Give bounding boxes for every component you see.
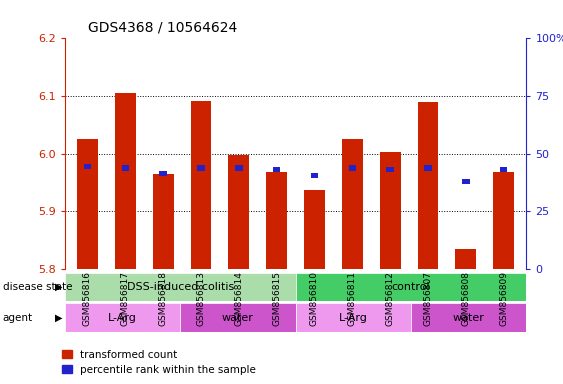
Text: GSM856817: GSM856817	[121, 271, 130, 326]
Text: GSM856813: GSM856813	[196, 271, 205, 326]
Bar	[311, 173, 318, 178]
Text: GSM856816: GSM856816	[83, 271, 92, 326]
Text: ▶: ▶	[55, 313, 62, 323]
Bar	[425, 166, 432, 170]
Bar	[235, 166, 243, 170]
Bar	[159, 170, 167, 176]
Text: GSM856811: GSM856811	[348, 271, 357, 326]
Text: water: water	[222, 313, 254, 323]
Text: GSM856808: GSM856808	[461, 271, 470, 326]
Bar	[65, 303, 180, 332]
Text: GSM856807: GSM856807	[423, 271, 432, 326]
Bar	[342, 139, 363, 269]
Bar	[304, 190, 325, 269]
Bar	[84, 164, 91, 169]
Bar	[455, 249, 476, 269]
Text: GSM856809: GSM856809	[499, 271, 508, 326]
Bar	[386, 167, 394, 172]
Text: disease state: disease state	[3, 282, 72, 292]
Text: water: water	[453, 313, 485, 323]
Legend: transformed count, percentile rank within the sample: transformed count, percentile rank withi…	[61, 350, 256, 375]
Bar	[296, 273, 526, 301]
Bar	[77, 139, 98, 269]
Bar	[190, 101, 211, 269]
Bar	[348, 166, 356, 170]
Text: ▶: ▶	[55, 282, 62, 292]
Text: L-Arg: L-Arg	[108, 313, 137, 323]
Bar	[65, 273, 296, 301]
Text: GDS4368 / 10564624: GDS4368 / 10564624	[88, 20, 237, 35]
Text: DSS-induced colitis: DSS-induced colitis	[127, 282, 234, 292]
Text: GSM856810: GSM856810	[310, 271, 319, 326]
Bar	[180, 303, 296, 332]
Bar	[462, 179, 470, 184]
Text: GSM856812: GSM856812	[386, 271, 395, 326]
Bar	[380, 152, 401, 269]
Text: L-Arg: L-Arg	[339, 313, 368, 323]
Bar	[500, 167, 507, 172]
Text: control: control	[392, 282, 430, 292]
Text: GSM856818: GSM856818	[159, 271, 168, 326]
Bar	[493, 172, 514, 269]
Text: agent: agent	[3, 313, 33, 323]
Bar	[266, 172, 287, 269]
Bar	[229, 155, 249, 269]
Bar	[296, 303, 411, 332]
Text: GSM856814: GSM856814	[234, 271, 243, 326]
Bar	[153, 174, 173, 269]
Bar	[197, 166, 205, 170]
Text: GSM856815: GSM856815	[272, 271, 281, 326]
Bar	[411, 303, 526, 332]
Bar	[273, 167, 280, 172]
Bar	[115, 93, 136, 269]
Bar	[122, 166, 129, 170]
Bar	[418, 102, 439, 269]
